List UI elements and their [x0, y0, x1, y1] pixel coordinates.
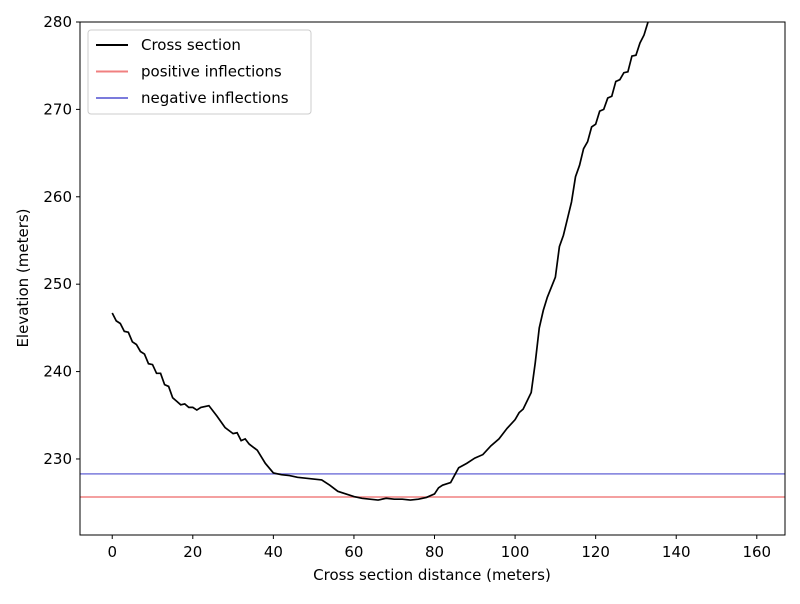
x-tick-label: 80 [425, 543, 444, 561]
x-tick-label: 20 [183, 543, 202, 561]
legend-label: Cross section [141, 36, 241, 54]
plot-area [80, 22, 785, 501]
x-tick-label: 0 [107, 543, 117, 561]
plot-frame [79, 21, 786, 536]
y-tick-label: 280 [43, 13, 72, 31]
y-axis-label: Elevation (meters) [14, 208, 32, 347]
legend-label: negative inflections [141, 89, 289, 107]
x-tick-label: 140 [662, 543, 691, 561]
legend: Cross section positive inflections negativ… [87, 29, 312, 115]
x-tick-label: 100 [501, 543, 530, 561]
y-tick-label: 270 [43, 100, 72, 118]
x-tick-label: 40 [264, 543, 283, 561]
y-tick-label: 250 [43, 275, 72, 293]
legend-label: positive inflections [141, 63, 282, 81]
x-tick-label: 160 [742, 543, 771, 561]
y-tick-label: 240 [43, 363, 72, 381]
x-tick-label: 60 [344, 543, 363, 561]
x-tick-label: 120 [581, 543, 610, 561]
x-axis-label: Cross section distance (meters) [313, 566, 551, 584]
legend-frame [87, 29, 312, 115]
cross-section-line [111, 22, 650, 501]
y-tick-label: 260 [43, 188, 72, 206]
y-tick-label: 230 [43, 450, 72, 468]
